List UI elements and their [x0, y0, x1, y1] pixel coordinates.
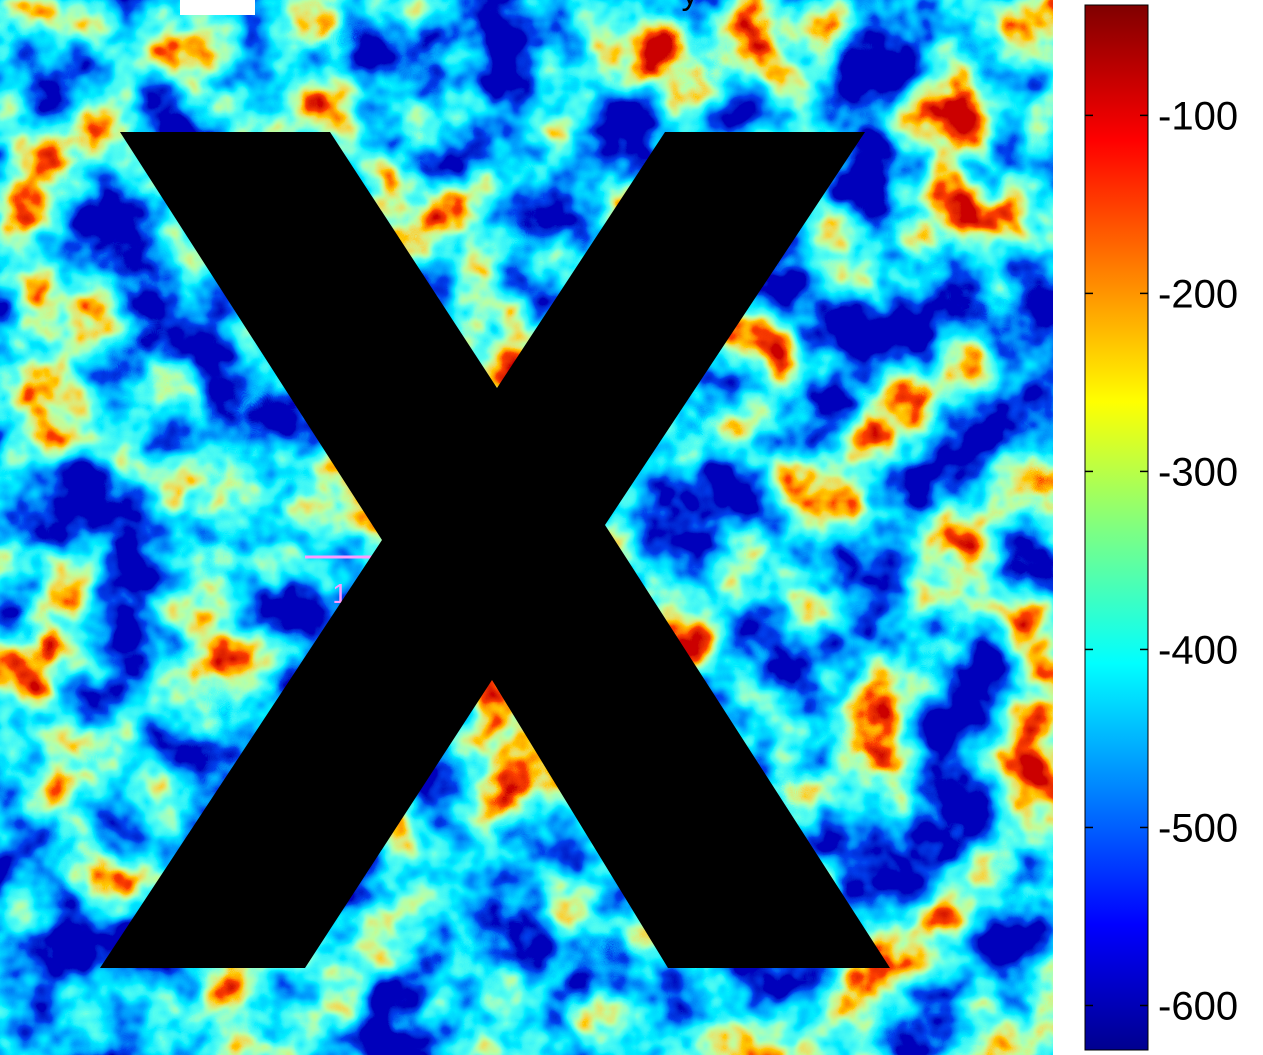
figure: y 1 -100-200-300-400-500-600 [0, 0, 1263, 1055]
colorbar-tick-label: -400 [1158, 628, 1238, 672]
title: y [682, 0, 699, 12]
white-patch [180, 0, 255, 15]
colorbar [1085, 5, 1148, 1050]
colorbar-tick-label: -200 [1158, 272, 1238, 316]
colorbar-tick-label: -600 [1158, 984, 1238, 1028]
colorbar-tick-label: -300 [1158, 450, 1238, 494]
colorbar-tick-label: -100 [1158, 94, 1238, 138]
colorbar-tick-label: -500 [1158, 806, 1238, 850]
page: {"chart_data": {"type": "heatmap", "titl… [0, 0, 1263, 1055]
